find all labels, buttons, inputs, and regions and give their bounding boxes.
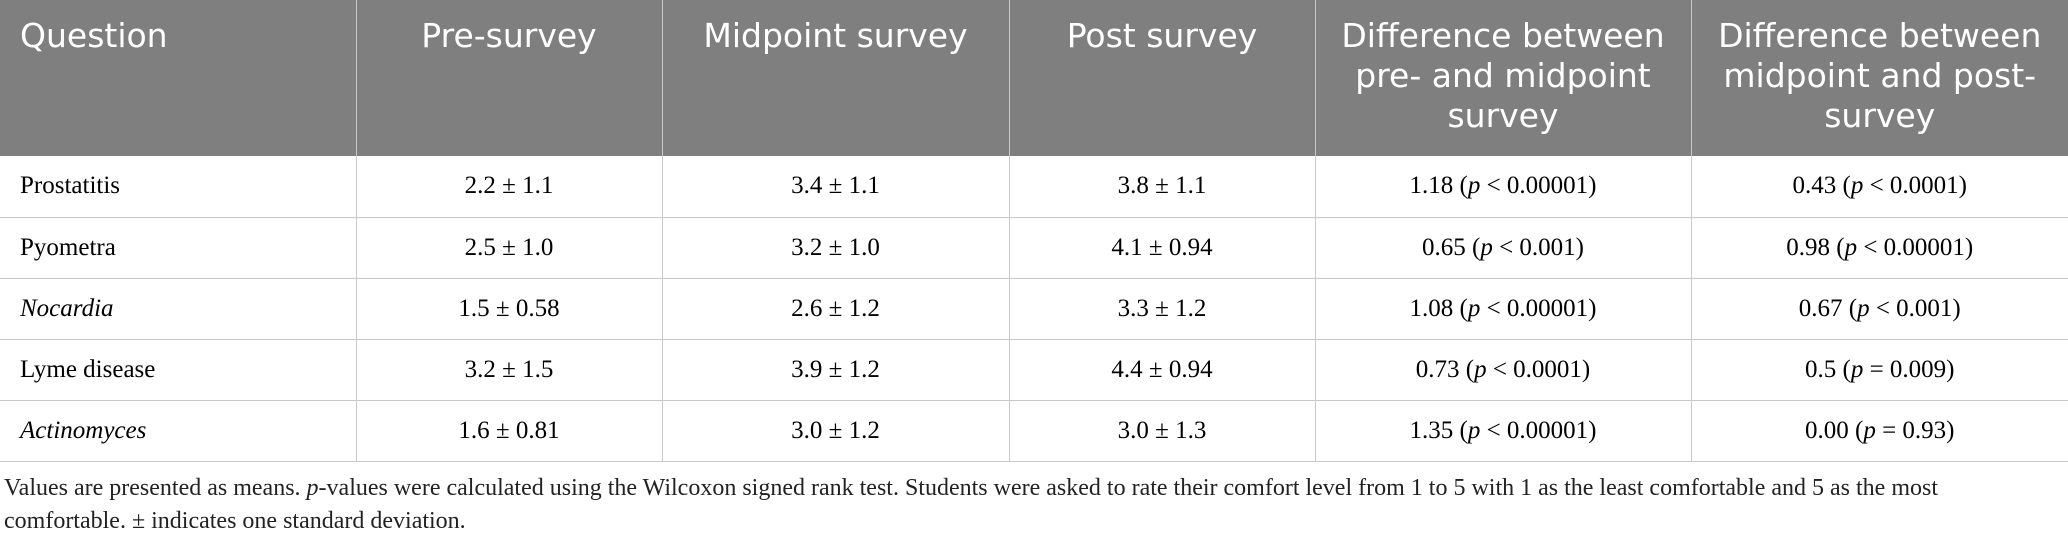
column-header: Post survey (1008, 0, 1315, 156)
table-cell: 1.5 ± 0.58 (355, 278, 662, 340)
table-row: Actinomyces 1.6 ± 0.81 3.0 ± 1.2 3.0 ± 1.3 1… (0, 400, 2068, 462)
table-cell: 1.6 ± 0.81 (355, 400, 662, 462)
table-cell: 0.98 (p < 0.00001) (1690, 217, 2068, 279)
table-cell: 4.4 ± 0.94 (1008, 339, 1315, 401)
footnote: Values are presented as means. p-values … (4, 474, 1938, 534)
column-header: Question (0, 0, 356, 156)
table-cell: 2.5 ± 1.0 (355, 217, 662, 279)
column-header: Pre-survey (355, 0, 662, 156)
table-cell: 1.35 (p < 0.00001) (1314, 400, 1691, 462)
table-cell: 0.5 (p = 0.009) (1690, 339, 2068, 401)
table-cell: 3.2 ± 1.5 (355, 339, 662, 401)
table-row: Prostatitis 2.2 ± 1.1 3.4 ± 1.1 3.8 ± 1.1 1.… (0, 156, 2068, 218)
column-header: Midpoint survey (661, 0, 1009, 156)
row-label: Actinomyces (0, 400, 356, 462)
data-table: Question Pre-survey Midpoint survey Post su… (0, 0, 2068, 462)
table-cell: 1.18 (p < 0.00001) (1314, 156, 1691, 218)
table-cell: 3.3 ± 1.2 (1008, 278, 1315, 340)
table-cell: 0.43 (p < 0.0001) (1690, 156, 2068, 218)
table-cell: 0.67 (p < 0.001) (1690, 278, 2068, 340)
table-cell: 1.08 (p < 0.00001) (1314, 278, 1691, 340)
table-cell: 4.1 ± 0.94 (1008, 217, 1315, 279)
table-cell: 0.73 (p < 0.0001) (1314, 339, 1691, 401)
table-cell: 3.2 ± 1.0 (661, 217, 1009, 279)
table-cell: 0.00 (p = 0.93) (1690, 400, 2068, 462)
column-header: Difference between midpoint and post-sur… (1690, 0, 2068, 156)
row-label: Nocardia (0, 278, 356, 340)
table-cell: 3.0 ± 1.3 (1008, 400, 1315, 462)
table-row: Nocardia 1.5 ± 0.58 2.6 ± 1.2 3.3 ± 1.2 1.08… (0, 278, 2068, 340)
table-row: Pyometra 2.5 ± 1.0 3.2 ± 1.0 4.1 ± 0.94 0.65… (0, 217, 2068, 279)
row-label: Prostatitis (0, 156, 356, 218)
table-cell: 3.9 ± 1.2 (661, 339, 1009, 401)
table-cell: 2.6 ± 1.2 (661, 278, 1009, 340)
row-label: Lyme disease (0, 339, 356, 401)
column-header: Difference between pre- and midpoint sur… (1314, 0, 1691, 156)
table-row: Lyme disease 3.2 ± 1.5 3.9 ± 1.2 4.4 ± 0.94… (0, 339, 2068, 401)
header-row: Question Pre-survey Midpoint survey Post su… (0, 0, 2068, 156)
table-cell: 0.65 (p < 0.001) (1314, 217, 1691, 279)
table-cell: 3.4 ± 1.1 (661, 156, 1009, 218)
table-cell: 2.2 ± 1.1 (355, 156, 662, 218)
row-label: Pyometra (0, 217, 356, 279)
table-cell: 3.8 ± 1.1 (1008, 156, 1315, 218)
table-cell: 3.0 ± 1.2 (661, 400, 1009, 462)
